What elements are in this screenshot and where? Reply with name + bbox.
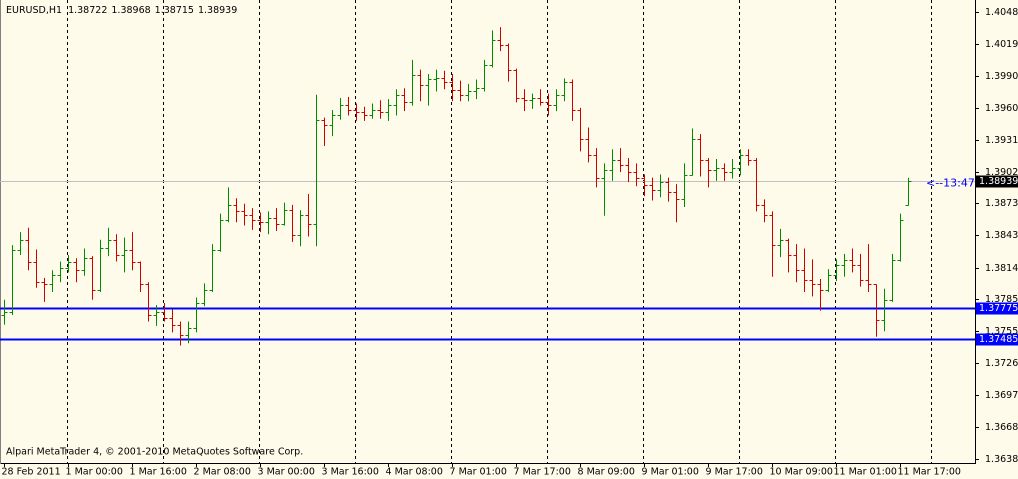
x-tick-label: 4 Mar 08:00: [386, 467, 443, 478]
x-tick-label: 1 Mar 00:00: [66, 467, 123, 478]
y-tick-label: 1.36389: [985, 454, 1018, 465]
y-tick-label: 1.39319: [985, 135, 1018, 146]
y-tick-label: 1.39024: [985, 167, 1018, 178]
price-label-box: [976, 175, 1018, 188]
level-label-box: [976, 333, 1018, 346]
y-tick-label: 1.40194: [985, 39, 1018, 50]
x-tick-label: 3 Mar 00:00: [258, 467, 315, 478]
x-tick-label: 9 Mar 17:00: [706, 467, 763, 478]
level-label-box: [976, 302, 1018, 315]
x-tick-label: 2 Mar 08:00: [194, 467, 251, 478]
y-tick-label: 1.40489: [985, 7, 1018, 18]
grid: [0, 0, 975, 463]
x-tick-label: 7 Mar 17:00: [514, 467, 571, 478]
x-tick-label: 28 Feb 2011: [2, 467, 61, 478]
bars: [1, 27, 912, 346]
x-tick-label: 11 Mar 01:00: [834, 467, 897, 478]
x-tick-label: 7 Mar 01:00: [450, 467, 507, 478]
y-tick-label: 1.38144: [985, 263, 1018, 274]
level-label: 1.37775: [979, 303, 1018, 314]
price-label: 1.38939: [979, 176, 1018, 187]
x-tick-label: 1 Mar 16:00: [130, 467, 187, 478]
countdown: <--13:47: [926, 177, 975, 190]
y-tick-label: 1.39904: [985, 71, 1018, 82]
x-tick-label: 9 Mar 01:00: [642, 467, 699, 478]
y-tick-label: 1.37559: [985, 326, 1018, 337]
y-tick-label: 1.37269: [985, 358, 1018, 369]
chart-header: EURUSD,H1 1.38722 1.38968 1.38715 1.38939: [6, 5, 237, 16]
x-tick-label: 8 Mar 09:00: [578, 467, 635, 478]
x-tick-label: 10 Mar 09:00: [770, 467, 833, 478]
y-tick-label: 1.36974: [985, 390, 1018, 401]
last-open: 1.38722: [68, 5, 107, 16]
copyright: Alpari MetaTrader 4, © 2001-2010 MetaQuo…: [6, 447, 303, 458]
y-tick-label: 1.37854: [985, 294, 1018, 305]
x-tick-label: 11 Mar 17:00: [898, 467, 961, 478]
y-tick-label: 1.39609: [985, 103, 1018, 114]
y-tick-label: 1.36684: [985, 422, 1018, 433]
y-tick-label: 1.38439: [985, 230, 1018, 241]
last-high: 1.38968: [111, 5, 150, 16]
symbol: EURUSD,H1: [6, 5, 62, 16]
x-tick-label: 3 Mar 16:00: [322, 467, 379, 478]
labels: 1.40489 1.40194 1.39904 1.39609 1.39319 1.390…: [2, 7, 1018, 478]
y-tick-label: 1.38734: [985, 198, 1018, 209]
level-label: 1.37485: [979, 334, 1018, 345]
last-low: 1.38715: [155, 5, 194, 16]
last-close: 1.38939: [198, 5, 237, 16]
